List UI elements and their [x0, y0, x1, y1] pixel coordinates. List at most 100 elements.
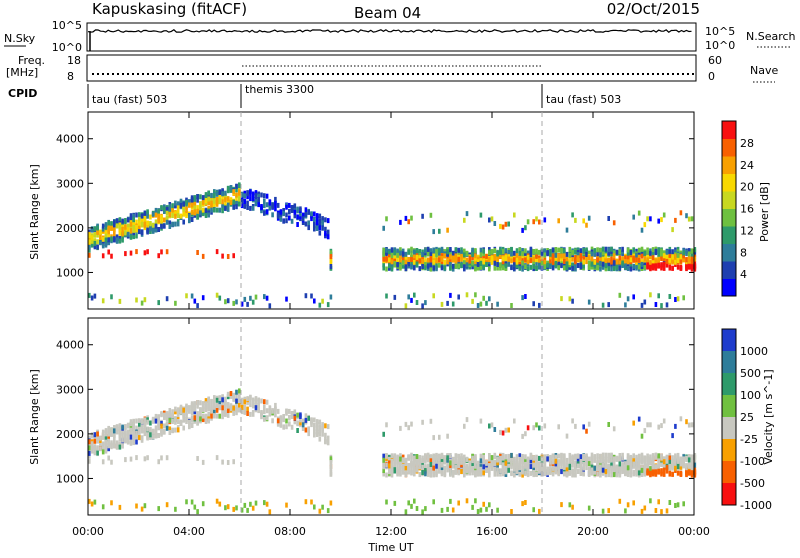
power-cell [265, 202, 269, 208]
power-cell [460, 250, 463, 256]
velocity-cell [488, 472, 491, 478]
power-cell [665, 258, 669, 264]
velocity-cell [568, 502, 572, 508]
power-cell [190, 209, 194, 215]
power-cell [526, 219, 530, 225]
velocity-cell [215, 403, 219, 408]
power-cell [590, 246, 594, 252]
power-cell [193, 209, 197, 215]
velocity-cell [499, 468, 502, 474]
velocity-cell [201, 501, 205, 507]
velocity-cell [93, 450, 97, 456]
power-cell [96, 239, 99, 245]
power-cell [526, 266, 530, 272]
velocity-cell [190, 415, 194, 421]
power-cell [654, 302, 658, 307]
power-cell [88, 292, 91, 298]
velocity-cell [226, 408, 230, 413]
velocity-cell [687, 470, 691, 476]
velocity-cell [529, 464, 533, 470]
power-cell [174, 221, 177, 227]
velocity-cell [254, 500, 258, 506]
power-cell [215, 249, 219, 255]
velocity-cell [218, 404, 222, 410]
velocity-cell [654, 454, 658, 460]
power-cell [565, 256, 569, 262]
velocity-cell [263, 404, 266, 410]
velocity-cell [651, 461, 655, 467]
velocity-cell [524, 500, 527, 505]
velocity-cell [301, 422, 305, 428]
power-cell [571, 212, 574, 218]
power-cell [118, 230, 122, 236]
power-cell [110, 221, 113, 227]
power-cell [413, 259, 416, 265]
time-tick-label: 08:00 [274, 525, 306, 538]
power-cell [510, 265, 513, 271]
time-tick-label: 04:00 [173, 525, 205, 538]
velocity-cell [629, 468, 633, 474]
power-cell [435, 257, 438, 263]
velocity-cell [557, 453, 560, 459]
velocity-cell [660, 460, 663, 466]
power-cell [201, 253, 205, 259]
power-cell [396, 252, 399, 258]
velocity-cell [568, 452, 572, 458]
velocity-cell [165, 421, 169, 427]
power-cell [238, 190, 241, 196]
power-cell [324, 226, 327, 232]
power-cell [651, 251, 655, 257]
velocity-cell [679, 464, 683, 470]
velocity-cell [596, 453, 599, 459]
power-cell [257, 193, 260, 199]
velocity-cell [293, 409, 297, 415]
power-cell [118, 217, 122, 223]
power-cell [607, 250, 610, 256]
power-cell [304, 221, 308, 227]
velocity-cell [315, 421, 319, 427]
power-cell [490, 249, 494, 255]
velocity-cell [185, 413, 188, 419]
power-cell [118, 236, 122, 241]
velocity-cell [88, 450, 91, 456]
power-cell [662, 265, 666, 271]
power-cell [404, 251, 408, 257]
velocity-cell [124, 457, 127, 463]
power-cell [451, 301, 455, 307]
velocity-cell [504, 427, 508, 433]
velocity-cell [493, 454, 497, 460]
power-cell [149, 214, 152, 220]
velocity-cell [299, 420, 302, 426]
power-cell [518, 247, 522, 253]
power-cell [571, 265, 574, 271]
velocity-cell [479, 458, 483, 464]
power-cell [104, 224, 108, 230]
power-cell [476, 259, 480, 265]
power-cell [554, 248, 558, 254]
power-cell [637, 264, 641, 270]
velocity-cell [657, 499, 660, 505]
power-cell [424, 300, 427, 306]
power-cell [240, 195, 244, 201]
velocity-cell [593, 454, 597, 460]
velocity-cell [493, 461, 497, 467]
power-cell [610, 256, 613, 262]
velocity-cell [482, 461, 485, 467]
power-cell [107, 225, 110, 231]
velocity-cell [637, 463, 641, 469]
velocity-cell [271, 408, 274, 414]
power-cell [435, 252, 438, 258]
velocity-cell [510, 509, 513, 514]
power-cell [521, 260, 524, 266]
velocity-cell [435, 468, 438, 474]
power-cell [321, 220, 324, 226]
velocity-cell [321, 422, 324, 428]
power-cell [240, 203, 244, 209]
velocity-cell [196, 417, 199, 423]
power-cell [676, 258, 680, 264]
power-cell [221, 194, 224, 200]
power-cell [104, 227, 108, 233]
power-cell [649, 260, 652, 266]
power-cell [687, 216, 691, 222]
